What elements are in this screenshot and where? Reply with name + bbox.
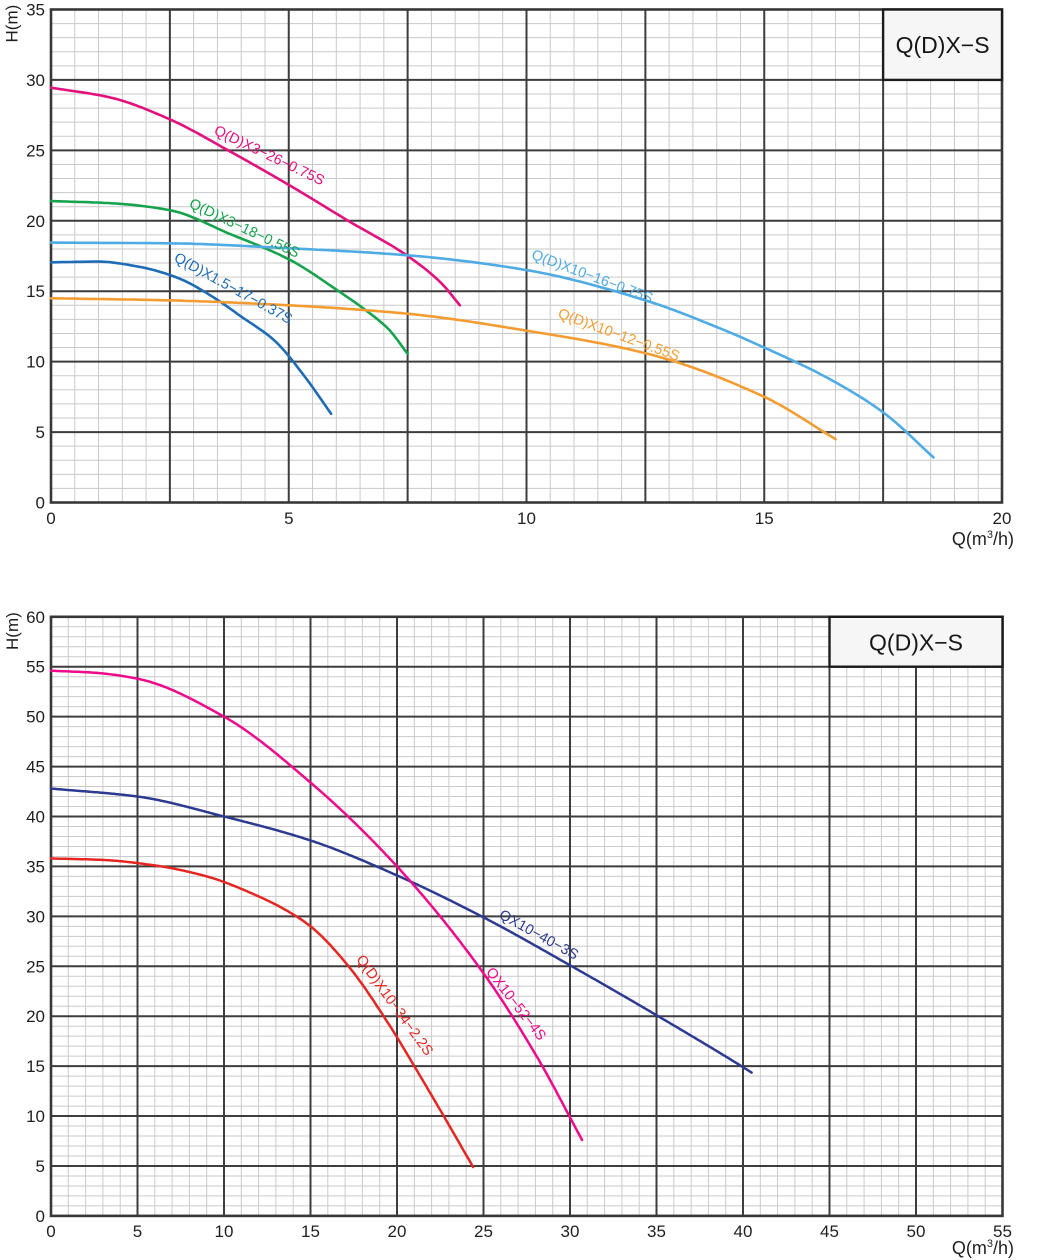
svg-text:Q(m3/h): Q(m3/h) — [952, 529, 1014, 549]
svg-text:45: 45 — [820, 1222, 839, 1241]
svg-text:35: 35 — [26, 857, 45, 876]
svg-text:55: 55 — [26, 658, 45, 677]
svg-text:10: 10 — [26, 353, 45, 372]
svg-text:55: 55 — [993, 1222, 1012, 1241]
svg-text:30: 30 — [26, 907, 45, 926]
svg-text:25: 25 — [474, 1222, 493, 1241]
svg-text:20: 20 — [26, 1007, 45, 1026]
svg-text:30: 30 — [26, 71, 45, 90]
svg-text:20: 20 — [993, 509, 1012, 528]
svg-text:5: 5 — [284, 509, 293, 528]
svg-text:0: 0 — [36, 1207, 45, 1226]
svg-text:35: 35 — [647, 1222, 666, 1241]
svg-text:Q(m3/h): Q(m3/h) — [952, 1238, 1014, 1258]
svg-text:0: 0 — [36, 494, 45, 513]
svg-text:H(m): H(m) — [3, 5, 22, 43]
svg-text:25: 25 — [26, 957, 45, 976]
svg-text:15: 15 — [301, 1222, 320, 1241]
svg-text:10: 10 — [26, 1107, 45, 1126]
svg-text:5: 5 — [36, 423, 45, 442]
svg-text:15: 15 — [755, 509, 774, 528]
svg-text:15: 15 — [26, 1057, 45, 1076]
svg-text:10: 10 — [215, 1222, 234, 1241]
svg-text:20: 20 — [26, 212, 45, 231]
svg-text:10: 10 — [517, 509, 536, 528]
svg-text:H(m): H(m) — [3, 612, 22, 650]
svg-text:50: 50 — [907, 1222, 926, 1241]
svg-text:0: 0 — [46, 509, 55, 528]
svg-text:0: 0 — [46, 1222, 55, 1241]
svg-text:20: 20 — [388, 1222, 407, 1241]
svg-text:40: 40 — [734, 1222, 753, 1241]
svg-text:Q(D)X−S: Q(D)X−S — [869, 629, 963, 655]
svg-text:5: 5 — [133, 1222, 142, 1241]
svg-text:45: 45 — [26, 758, 45, 777]
svg-text:35: 35 — [26, 1, 45, 20]
svg-text:25: 25 — [26, 141, 45, 160]
svg-text:60: 60 — [26, 608, 45, 627]
svg-text:40: 40 — [26, 808, 45, 827]
svg-text:Q(D)X−S: Q(D)X−S — [896, 32, 990, 58]
svg-text:15: 15 — [26, 282, 45, 301]
svg-text:30: 30 — [561, 1222, 580, 1241]
svg-text:5: 5 — [36, 1157, 45, 1176]
svg-text:50: 50 — [26, 708, 45, 727]
